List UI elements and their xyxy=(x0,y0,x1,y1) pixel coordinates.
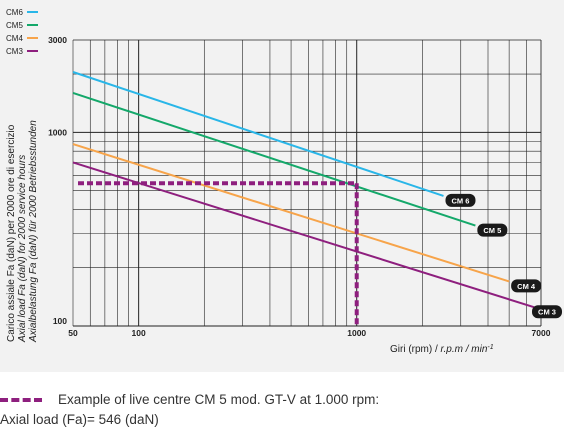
legend-entry: CM3 xyxy=(6,47,38,56)
series-badge-cm3: CM 3 xyxy=(532,305,562,319)
legend-label: CM4 xyxy=(6,34,23,43)
caption-line-2: Axial load (Fa)= 546 (daN) xyxy=(0,412,159,427)
y-tick-label: 1000 xyxy=(48,127,67,137)
series-badge-cm4: CM 4 xyxy=(511,279,542,293)
series-line-cm5 xyxy=(72,91,476,227)
legend-entry: CM5 xyxy=(6,21,38,30)
caption-dash-legend xyxy=(0,398,42,402)
series-line-cm3 xyxy=(72,161,535,309)
legend-label: CM3 xyxy=(6,47,23,56)
series-badge-label: CM 5 xyxy=(483,226,501,235)
caption: Example of live centre CM 5 mod. GT-V at… xyxy=(0,390,564,430)
series-badge-bg xyxy=(477,223,508,237)
series-line-cm6 xyxy=(72,71,444,197)
series-badge-label: CM 3 xyxy=(538,308,556,317)
x-axis-label-sup: -1 xyxy=(487,344,493,351)
series-badge-label: CM 4 xyxy=(517,282,536,291)
y-tick-label: 3000 xyxy=(48,35,67,45)
legend-entry: CM4 xyxy=(6,34,38,43)
caption-line-1: Example of live centre CM 5 mod. GT-V at… xyxy=(58,392,380,407)
y-axis-label-line-2: Axial load Fa (daN) for 2000 service hou… xyxy=(17,155,28,343)
legend-label: CM6 xyxy=(6,8,23,17)
y-axis-label-line-3: Axialbelastung Fa (daN) für 2000 Betrieb… xyxy=(28,120,39,343)
annotation-layer xyxy=(78,181,359,326)
x-tick-label: 1000 xyxy=(347,328,366,338)
legend-label: CM5 xyxy=(6,21,23,30)
series-badge-bg xyxy=(532,305,562,319)
x-tick-label: 100 xyxy=(132,328,146,338)
x-axis-label: Giri (rpm) / r.p.m / min-1 xyxy=(390,344,494,356)
legend: CM6 CM5 CM4 CM3 xyxy=(6,8,38,56)
x-tick-label: 7000 xyxy=(532,328,551,338)
x-tick-label: 50 xyxy=(68,328,78,338)
series-badge-bg xyxy=(445,193,476,207)
series-badges: CM 6 CM 5 CM 4 CM 3 xyxy=(445,193,562,319)
x-axis-label-italic: r.p.m / min xyxy=(441,344,488,355)
series-badge-cm5: CM 5 xyxy=(477,223,508,237)
chart-panel: CM6 CM5 CM4 CM3 50 100 1000 7000 3000 1000 100 CM… xyxy=(0,0,564,372)
series-badge-label: CM 6 xyxy=(452,196,470,205)
y-axis-label: Carico assiale Fa (daN) per 2000 ore di … xyxy=(6,120,39,343)
x-axis-label-prefix: Giri (rpm) / xyxy=(390,344,441,355)
y-tick-label: 100 xyxy=(53,316,67,326)
y-axis-label-line-1: Carico assiale Fa (daN) per 2000 ore di … xyxy=(6,124,17,342)
series-line-cm4 xyxy=(72,143,510,283)
series-badge-bg xyxy=(511,279,542,293)
legend-entry: CM6 xyxy=(6,8,38,17)
series-layer xyxy=(72,71,535,309)
series-badge-cm6: CM 6 xyxy=(445,193,476,207)
